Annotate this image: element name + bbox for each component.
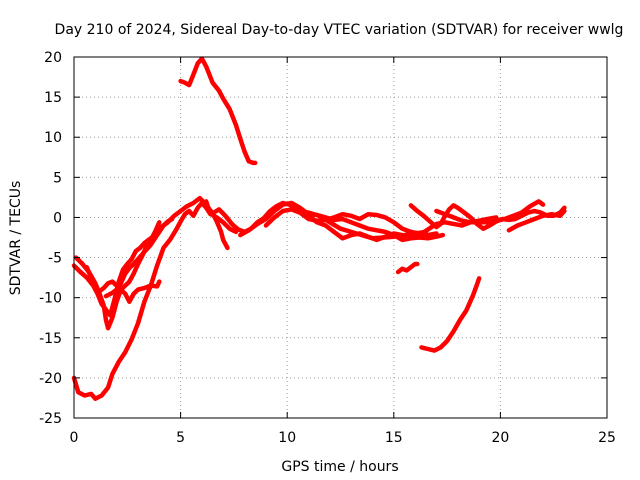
y-tick-label: -25 [39,411,62,427]
y-tick-label: 15 [44,90,62,106]
x-tick-label: 20 [491,430,509,446]
series-arc-14 [434,199,546,225]
series-arc-10 [263,207,439,238]
y-tick-label: -15 [39,331,62,347]
y-tick-label: 20 [44,50,62,66]
y-tick-label: 0 [53,210,62,226]
x-tick-label: 5 [176,430,185,446]
series-arc-5 [103,216,175,299]
series-arc-6 [178,56,258,166]
data-traces [71,56,567,401]
y-tick-label: -10 [39,291,62,307]
series-arc-12 [395,261,420,275]
y-tick-label: -5 [48,251,62,267]
series-arc-1 [71,200,213,401]
x-axis-label: GPS time / hours [281,459,398,475]
series-arc-11 [295,208,429,241]
series-arc-15 [506,208,567,233]
x-tick-label: 10 [278,430,296,446]
y-tick-label: 5 [53,170,62,186]
x-tick-labels: 0 5 10 15 20 25 [70,430,616,446]
x-tick-label: 0 [70,430,79,446]
y-tick-label: -20 [39,371,62,387]
series-arc-16 [419,276,482,353]
y-tick-label: 10 [44,130,62,146]
x-tick-label: 25 [598,430,616,446]
y-tick-labels: -25 -20 -15 -10 -5 0 5 10 15 20 [39,50,62,427]
series-arc-13 [408,203,567,231]
series-arc-7 [203,199,230,251]
x-tick-label: 15 [385,430,403,446]
chart-title: Day 210 of 2024, Sidereal Day-to-day VTE… [55,22,624,38]
series-arc-4 [84,264,162,304]
grid-lines [74,57,607,418]
y-axis-label: SDTVAR / TECUs [8,181,24,296]
plot-frame [73,56,608,419]
axis-ticks [73,56,608,419]
